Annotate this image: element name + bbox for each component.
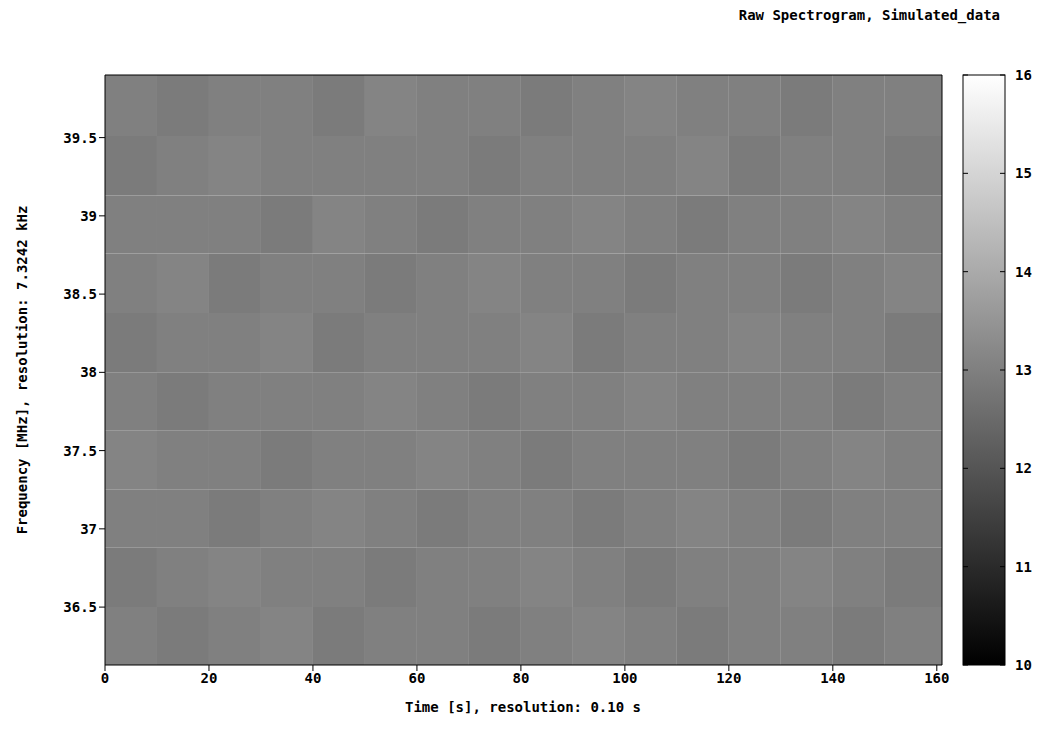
svg-text:38.5: 38.5	[63, 286, 97, 302]
svg-text:120: 120	[716, 670, 741, 686]
svg-text:40: 40	[305, 670, 322, 686]
svg-text:80: 80	[512, 670, 529, 686]
svg-text:38: 38	[80, 364, 97, 380]
svg-text:37: 37	[80, 521, 97, 537]
svg-text:37.5: 37.5	[63, 443, 97, 459]
svg-text:140: 140	[820, 670, 845, 686]
svg-text:12: 12	[1015, 460, 1032, 476]
svg-text:14: 14	[1015, 264, 1032, 280]
svg-text:20: 20	[201, 670, 218, 686]
svg-text:36.5: 36.5	[63, 599, 97, 615]
svg-text:100: 100	[612, 670, 637, 686]
svg-text:60: 60	[408, 670, 425, 686]
svg-text:10: 10	[1015, 657, 1032, 673]
svg-text:16: 16	[1015, 67, 1032, 83]
svg-text:Time [s], resolution: 0.10 s: Time [s], resolution: 0.10 s	[405, 699, 641, 715]
svg-text:13: 13	[1015, 362, 1032, 378]
svg-text:11: 11	[1015, 559, 1032, 575]
svg-text:Raw Spectrogram, Simulated_dat: Raw Spectrogram, Simulated_data	[739, 7, 1000, 24]
svg-text:39.5: 39.5	[63, 130, 97, 146]
svg-text:Frequency [MHz], resolution: 7: Frequency [MHz], resolution: 7.3242 kHz	[14, 206, 30, 535]
svg-text:160: 160	[924, 670, 949, 686]
svg-text:15: 15	[1015, 165, 1032, 181]
svg-text:39: 39	[80, 208, 97, 224]
svg-text:0: 0	[101, 670, 109, 686]
